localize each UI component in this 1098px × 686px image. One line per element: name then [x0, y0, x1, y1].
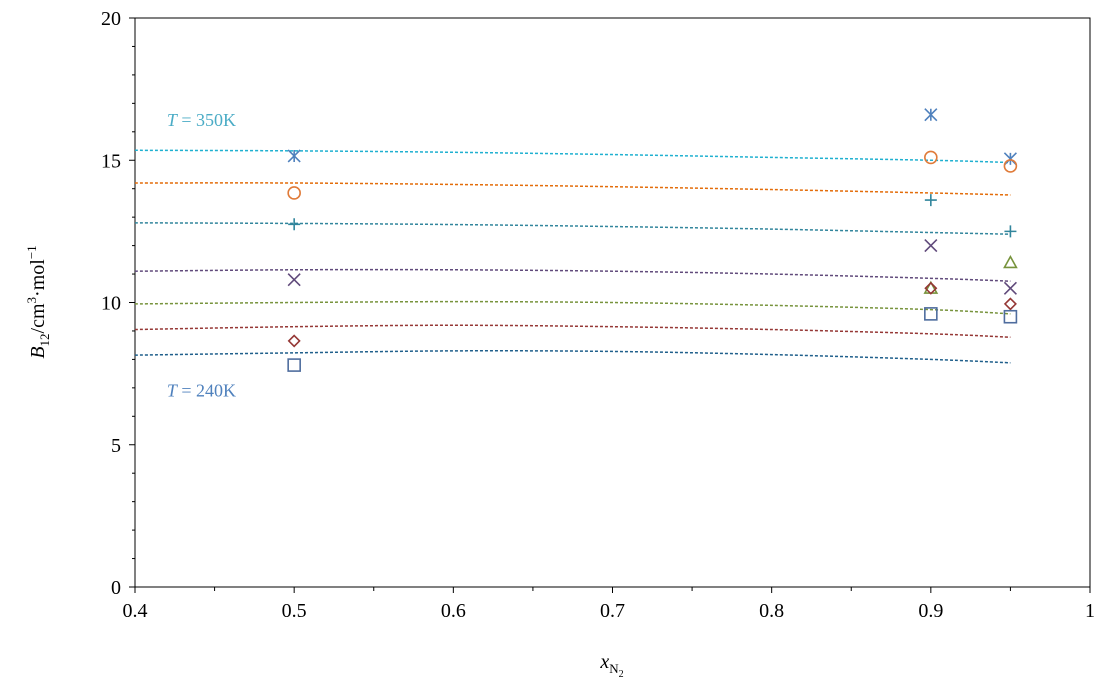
y-tick-label: 10 [101, 293, 121, 315]
x-tick-label: 0.5 [282, 600, 307, 622]
series-curve [134, 222, 1011, 235]
annotations: T = 350K T = 240K [167, 110, 236, 400]
x-tick-label: 0.9 [918, 600, 943, 622]
marker-diamond [1003, 297, 1017, 311]
marker-plus [1004, 225, 1017, 238]
data-point-circle [287, 186, 301, 200]
data-point-square [1003, 309, 1018, 324]
series-curve [134, 300, 1011, 315]
marker-plus [288, 218, 301, 231]
data-point-triangle [1003, 255, 1018, 269]
marker-circle [287, 186, 301, 200]
y-tick-label: 20 [101, 8, 121, 30]
temperature-annotation: T = 240K [167, 380, 236, 400]
marker-x [1003, 281, 1017, 295]
fit-curves [134, 149, 1011, 364]
data-point-star [287, 149, 301, 163]
y-axis-title: B12/cm3·mol−1 [24, 245, 52, 358]
data-point-diamond [287, 334, 301, 348]
x-tick-label: 0.8 [759, 600, 784, 622]
series-curve [134, 350, 1011, 364]
series-curve [134, 149, 1011, 164]
marker-diamond [287, 334, 301, 348]
y-tick-label: 5 [111, 435, 121, 457]
series-curve [134, 268, 1011, 282]
marker-triangle [1003, 255, 1018, 269]
data-point-circle [924, 150, 938, 165]
data-point-circle [1003, 159, 1018, 173]
data-point-square [287, 358, 301, 372]
temperature-annotation: T = 350K [167, 110, 236, 130]
series-curve [134, 324, 1011, 338]
data-point-star [1003, 152, 1017, 166]
marker-square [287, 358, 301, 372]
x-tick-label: 0.6 [441, 600, 466, 622]
data-point-square [924, 307, 938, 321]
marker-square [1003, 309, 1018, 324]
data-point-diamond [924, 281, 938, 295]
data-point-star [924, 108, 938, 122]
marker-circle [924, 150, 938, 165]
marker-star [924, 108, 938, 122]
marker-star [1003, 152, 1017, 166]
data-point-diamond [1003, 297, 1017, 311]
marker-diamond [924, 281, 938, 295]
x-axis-title: xN2 [599, 651, 623, 680]
marker-star [287, 149, 301, 163]
data-point-x [924, 239, 938, 253]
data-point-plus [924, 194, 937, 207]
data-point-x [287, 273, 301, 287]
y-tick-label: 0 [111, 577, 121, 599]
data-point-plus [288, 218, 301, 231]
marker-x [287, 273, 301, 287]
x-tick-label: 0.4 [123, 600, 148, 622]
data-point-x [1003, 281, 1017, 295]
x-tick-label: 1 [1085, 600, 1095, 622]
marker-circle [1003, 159, 1018, 173]
data-markers [287, 108, 1018, 372]
marker-x [924, 239, 938, 253]
series-curve [134, 182, 1011, 196]
marker-plus [924, 194, 937, 207]
x-tick-label: 0.7 [600, 600, 625, 622]
y-tick-label: 15 [101, 150, 121, 172]
marker-square [924, 307, 938, 321]
data-point-plus [1004, 225, 1017, 238]
